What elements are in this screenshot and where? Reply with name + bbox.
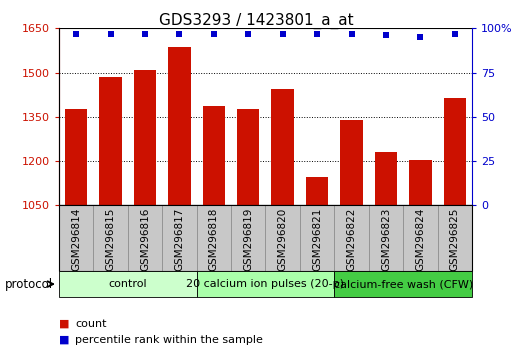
Point <box>382 33 390 38</box>
Bar <box>203 107 225 205</box>
Text: calcium-free wash (CFW): calcium-free wash (CFW) <box>333 279 473 289</box>
Text: GDS3293 / 1423801_a_at: GDS3293 / 1423801_a_at <box>159 12 354 29</box>
Text: GSM296816: GSM296816 <box>140 208 150 271</box>
Text: count: count <box>75 319 107 329</box>
Bar <box>444 98 466 205</box>
Bar <box>306 177 328 205</box>
Text: GSM296815: GSM296815 <box>106 208 115 271</box>
Bar <box>334 205 369 271</box>
Bar <box>196 271 334 297</box>
Bar <box>134 70 156 205</box>
Bar <box>300 205 334 271</box>
Bar <box>271 89 294 205</box>
Point <box>313 31 321 36</box>
Bar <box>168 47 191 205</box>
Bar <box>340 120 363 205</box>
Text: GSM296825: GSM296825 <box>450 208 460 271</box>
Point <box>141 31 149 36</box>
Bar <box>374 152 397 205</box>
Bar <box>59 205 93 271</box>
Point <box>347 31 356 36</box>
Point <box>210 31 218 36</box>
Text: GSM296824: GSM296824 <box>416 208 425 271</box>
Bar <box>59 271 196 297</box>
Bar <box>100 77 122 205</box>
Point <box>107 31 115 36</box>
Point <box>450 31 459 36</box>
Bar <box>369 205 403 271</box>
Bar <box>438 205 472 271</box>
Point <box>244 31 252 36</box>
Bar <box>65 109 87 205</box>
Text: GSM296817: GSM296817 <box>174 208 185 271</box>
Text: GSM296818: GSM296818 <box>209 208 219 271</box>
Text: GSM296823: GSM296823 <box>381 208 391 271</box>
Bar <box>409 160 431 205</box>
Bar <box>162 205 196 271</box>
Text: ■: ■ <box>59 319 69 329</box>
Text: ■: ■ <box>59 335 69 345</box>
Text: GSM296821: GSM296821 <box>312 208 322 271</box>
Text: GSM296822: GSM296822 <box>346 208 357 271</box>
Bar <box>231 205 266 271</box>
Bar <box>265 205 300 271</box>
Bar <box>403 205 438 271</box>
Text: control: control <box>109 279 147 289</box>
Bar <box>237 109 260 205</box>
Text: GSM296819: GSM296819 <box>243 208 253 271</box>
Text: percentile rank within the sample: percentile rank within the sample <box>75 335 263 345</box>
Bar <box>334 271 472 297</box>
Bar <box>196 205 231 271</box>
Point <box>72 31 81 36</box>
Text: 20 calcium ion pulses (20-p): 20 calcium ion pulses (20-p) <box>187 279 344 289</box>
Bar <box>128 205 162 271</box>
Point <box>416 34 424 40</box>
Bar <box>93 205 128 271</box>
Point <box>279 31 287 36</box>
Text: GSM296820: GSM296820 <box>278 208 288 271</box>
Text: protocol: protocol <box>5 278 53 291</box>
Text: GSM296814: GSM296814 <box>71 208 81 271</box>
Point <box>175 31 184 36</box>
